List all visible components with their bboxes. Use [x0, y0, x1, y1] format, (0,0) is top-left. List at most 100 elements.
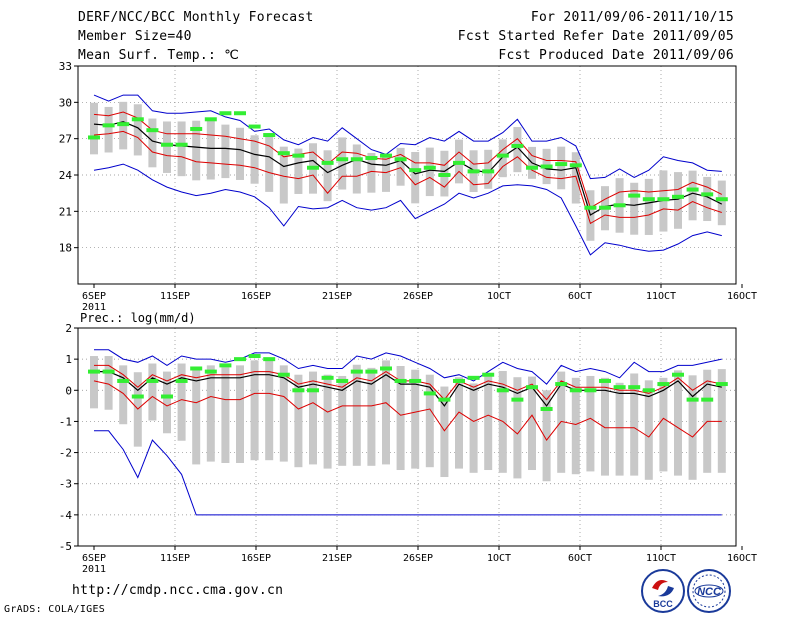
y-tick-label: -3	[59, 478, 72, 491]
observed-marker	[555, 382, 568, 387]
spread-bar	[717, 180, 726, 226]
observed-marker	[394, 157, 407, 162]
observed-marker	[453, 160, 465, 165]
header-title: DERF/NCC/BCC Monthly Forecast	[78, 10, 314, 25]
observed-marker	[263, 133, 276, 138]
spread-bar	[265, 360, 274, 461]
spread-bar	[367, 367, 376, 466]
observed-marker	[672, 194, 684, 199]
y-tick-label: -5	[59, 540, 72, 553]
observed-marker	[584, 388, 597, 393]
x-tick-label: 26SEP	[403, 291, 433, 302]
max-envelope-line	[94, 349, 722, 385]
observed-marker	[161, 394, 173, 399]
observed-marker	[102, 123, 115, 128]
observed-marker	[336, 378, 349, 383]
spread-bar	[455, 377, 463, 469]
x-tick-label: 16SEP	[241, 291, 271, 302]
x-tick-label: 6SEP	[82, 553, 106, 564]
spread-bar	[352, 364, 361, 466]
spread-bar	[571, 377, 580, 475]
spread-bar	[498, 139, 507, 178]
spread-bar	[674, 172, 682, 229]
observed-marker	[277, 372, 290, 377]
x-tick-label: 6SEP	[82, 291, 106, 302]
header-started-date: Fcst Started Refer Date 2011/09/05	[457, 29, 734, 44]
observed-marker	[88, 135, 100, 140]
precip-panel-title: Prec.: log(mm/d)	[80, 311, 196, 325]
x-tick-label: 26SEP	[403, 553, 433, 564]
spread-bar	[250, 360, 259, 461]
y-tick-label: 33	[59, 60, 72, 73]
spread-bar	[382, 360, 390, 465]
observed-marker	[642, 388, 655, 393]
observed-marker	[307, 388, 319, 393]
spread-bar	[163, 121, 171, 173]
observed-marker	[146, 128, 159, 133]
observed-marker	[555, 162, 568, 167]
observed-marker	[540, 406, 553, 411]
spread-bar	[586, 375, 595, 472]
observed-marker	[628, 193, 641, 198]
upper-spread-line	[93, 111, 723, 209]
observed-marker	[263, 357, 276, 362]
y-tick-label: -1	[59, 415, 72, 428]
spread-bar	[323, 150, 332, 202]
spread-bar	[469, 383, 478, 473]
spread-bar	[104, 106, 113, 153]
spread-bar	[367, 152, 376, 193]
observed-marker	[365, 156, 378, 161]
observed-marker	[161, 142, 173, 147]
observed-marker	[117, 122, 130, 127]
lower-spread-line	[93, 380, 722, 441]
observed-marker	[569, 163, 582, 168]
spread-bar	[133, 104, 142, 156]
x-tick-label: 6OCT	[568, 553, 592, 564]
spread-bar	[104, 356, 113, 410]
observed-marker	[190, 126, 203, 131]
bcc-logo-text: BCC	[653, 599, 673, 609]
observed-marker	[657, 382, 670, 387]
footer-url[interactable]: http://cmdp.ncc.cma.gov.cn	[72, 583, 284, 598]
observed-marker	[438, 173, 451, 177]
observed-marker	[248, 124, 261, 129]
observed-marker	[350, 369, 363, 374]
spread-bar	[279, 146, 288, 204]
spread-bar	[411, 369, 420, 469]
spread-bar	[148, 363, 157, 421]
observed-marker	[467, 375, 480, 380]
observed-marker	[482, 372, 495, 377]
lower-spread-line	[93, 130, 722, 225]
header-produced-date: Fcst Produced Date 2011/09/06	[498, 48, 734, 63]
observed-marker	[467, 169, 480, 174]
observed-marker	[409, 168, 422, 173]
spread-bar	[630, 182, 639, 235]
observed-marker	[234, 357, 246, 362]
spread-bar	[148, 118, 157, 168]
x-tick-label: 16OCT	[727, 553, 757, 564]
spread-bar	[440, 386, 449, 478]
observed-marker	[307, 165, 319, 170]
y-tick-label: 24	[59, 169, 73, 182]
observed-marker	[321, 375, 334, 380]
min-envelope-line	[93, 163, 722, 256]
observed-marker	[599, 378, 611, 383]
y-tick-label: -2	[59, 447, 72, 460]
spread-bar	[206, 365, 215, 462]
observed-marker	[511, 143, 524, 148]
observed-marker	[526, 385, 538, 390]
spread-bar	[236, 365, 244, 464]
x-tick-label: 21SEP	[322, 291, 352, 302]
spread-bar	[338, 137, 347, 190]
spread-bar	[163, 371, 171, 434]
x-tick-label: 1OCT	[487, 553, 511, 564]
x-tick-label: 16OCT	[727, 291, 757, 302]
x-year-label: 2011	[82, 302, 106, 313]
spread-bar	[338, 375, 347, 466]
observed-marker	[686, 397, 699, 402]
observed-marker	[540, 164, 553, 169]
plot-frame	[77, 65, 737, 285]
observed-marker	[672, 372, 684, 377]
spread-bar	[177, 121, 186, 177]
